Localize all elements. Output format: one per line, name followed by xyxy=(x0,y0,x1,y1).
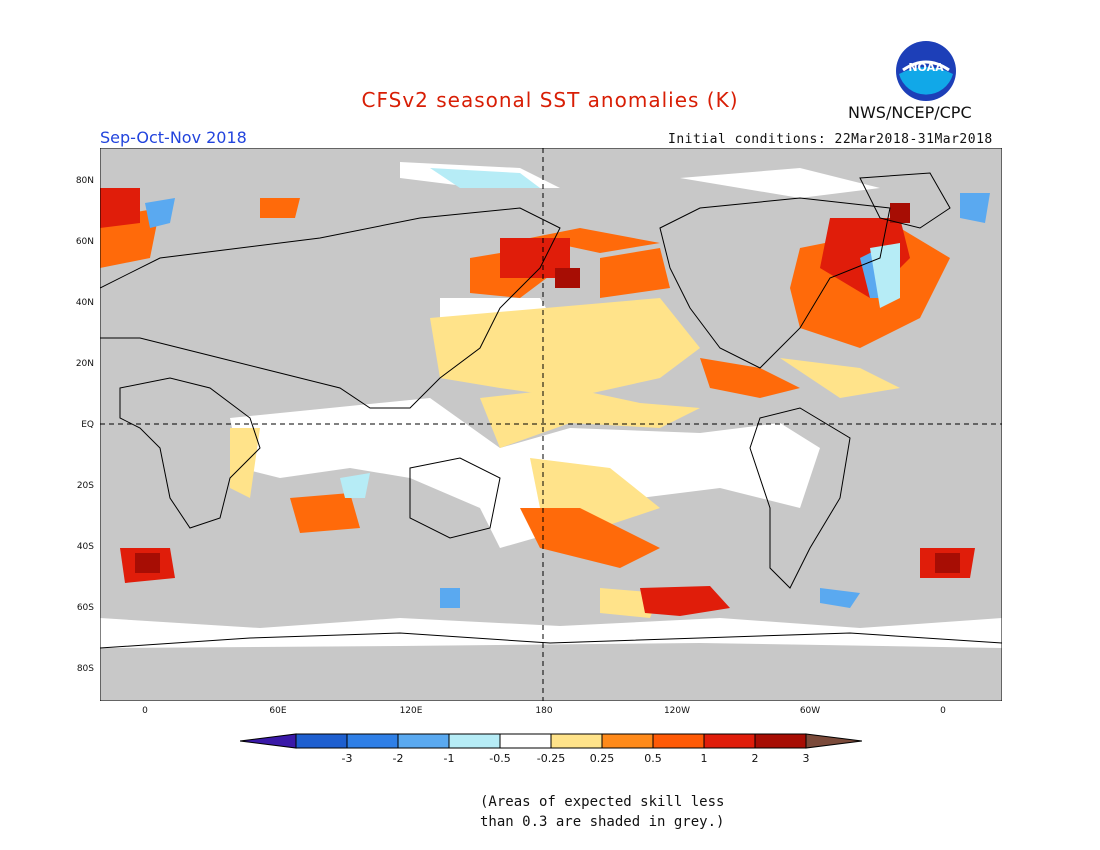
lon-label-60e: 60E xyxy=(269,706,287,716)
colorbar-low-triangle xyxy=(240,733,297,749)
skill-note-line-1: (Areas of expected skill less xyxy=(480,794,725,810)
lat-label-80n: 80N xyxy=(75,176,94,186)
colorbar-tick-label: -1 xyxy=(443,752,455,765)
colorbar-box xyxy=(652,733,705,749)
colorbar-high-triangle xyxy=(805,733,862,749)
lat-label-60s: 60S xyxy=(76,603,94,613)
colorbar-box xyxy=(346,733,399,749)
logo-text: NOAA xyxy=(908,61,944,74)
lon-label-120w: 120W xyxy=(663,706,691,716)
agency-label: NWS/NCEP/CPC xyxy=(848,103,972,122)
antarctica-outline xyxy=(100,632,1002,649)
colorbar-tick-label: 3 xyxy=(802,752,810,765)
lon-label-60w: 60W xyxy=(799,706,821,716)
africa-outline xyxy=(119,377,261,529)
colorbar-box xyxy=(397,733,450,749)
colorbar-box xyxy=(448,733,501,749)
season-label: Sep-Oct-Nov 2018 xyxy=(100,128,247,147)
lat-label-40s: 40S xyxy=(76,542,94,552)
greenland-outline xyxy=(859,172,951,229)
skill-note-line-2: than 0.3 are shaded in grey.) xyxy=(480,814,725,830)
south-america-outline xyxy=(749,407,851,589)
extreme-warm-anomaly-regions xyxy=(135,203,960,573)
colorbar-tick-label: 2 xyxy=(751,752,759,765)
lon-label-0: 0 xyxy=(142,706,148,716)
lat-label-80s: 80S xyxy=(76,664,94,674)
lon-label-180: 180 xyxy=(535,706,553,716)
lon-label-0-east: 0 xyxy=(940,706,946,716)
colorbar-tick-label: -0.5 xyxy=(489,752,511,765)
colorbar-tick-label: -0.25 xyxy=(536,752,566,765)
sst-anomaly-map xyxy=(100,148,1002,701)
colorbar-tick-label: 0.5 xyxy=(644,752,662,765)
colorbar xyxy=(240,733,862,749)
colorbar-box xyxy=(703,733,756,749)
north-america-outline xyxy=(659,197,891,369)
colorbar-tick-label: 1 xyxy=(700,752,708,765)
initial-conditions-label: Initial conditions: 22Mar2018-31Mar2018 xyxy=(668,132,993,147)
map-title: CFSv2 seasonal SST anomalies (K) xyxy=(361,88,739,112)
lon-label-120e: 120E xyxy=(399,706,423,716)
continent-outlines xyxy=(100,172,1002,649)
lat-label-20s: 20S xyxy=(76,481,94,491)
lat-label-60n: 60N xyxy=(75,237,94,247)
lat-label-20n: 20N xyxy=(75,359,94,369)
australia-outline xyxy=(409,457,501,539)
skill-note: (Areas of expected skill less than 0.3 a… xyxy=(480,792,724,832)
lat-label-40n: 40N xyxy=(75,298,94,308)
weak-warm-anomaly-regions xyxy=(230,298,900,618)
colorbar-box xyxy=(295,733,348,749)
colorbar-tick-label: -3 xyxy=(341,752,353,765)
eurasia-outline xyxy=(100,207,561,409)
colorbar-box xyxy=(550,733,603,749)
colorbar-tick-label: -2 xyxy=(392,752,404,765)
colorbar-box xyxy=(499,733,552,749)
noaa-logo: NOAA xyxy=(896,41,956,101)
lat-label-eq: EQ xyxy=(81,420,94,430)
colorbar-box xyxy=(754,733,807,749)
colorbar-tick-label: 0.25 xyxy=(589,752,615,765)
colorbar-box xyxy=(601,733,654,749)
